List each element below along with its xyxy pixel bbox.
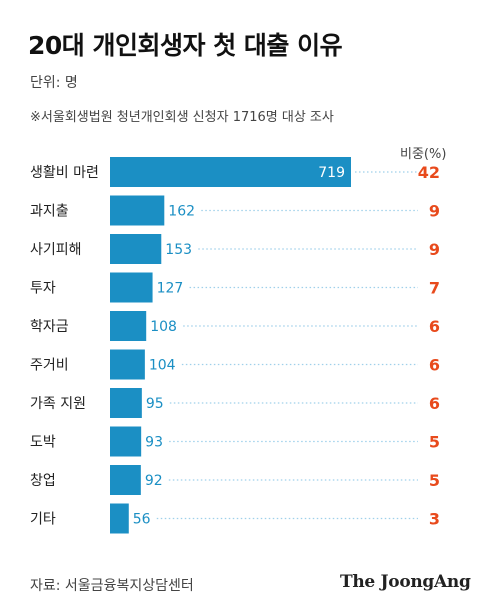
category-label: 기타 [30,512,56,528]
category-label: 도박 [30,435,56,451]
value-label: 127 [157,281,184,297]
value-label: 56 [133,512,151,528]
value-label: 153 [165,242,192,258]
share-label: 6 [429,356,440,375]
value-label: 108 [150,319,177,335]
value-label: 104 [149,358,176,374]
chart-title: 20대 개인회생자 첫 대출 이유 [28,31,343,60]
category-label: 주거비 [30,358,69,374]
share-label: 7 [429,279,440,298]
category-label: 가족 지원 [30,396,86,412]
category-label: 생활비 마련 [30,165,99,181]
bar [110,234,162,264]
value-label: 95 [146,396,164,412]
value-label: 92 [145,473,163,489]
bar [110,388,142,418]
survey-note: ※서울회생법원 청년개인회생 신청자 1716명 대상 조사 [30,110,334,125]
category-label: 창업 [30,473,56,489]
bar [110,311,147,341]
bar [110,157,351,187]
value-label: 162 [168,204,195,220]
share-label: 9 [429,240,440,259]
unit-label: 단위: 명 [30,75,78,91]
share-label: 6 [429,394,440,413]
category-label: 투자 [30,281,56,297]
source-note: 자료: 서울금융복지상담센터 [30,578,194,594]
category-label: 학자금 [30,319,69,335]
category-label: 사기피해 [30,242,82,258]
value-label: 93 [145,435,163,451]
bar [110,272,153,303]
share-label: 42 [418,163,440,182]
bar [110,195,165,226]
share-label: 9 [429,202,440,221]
share-label: 5 [429,433,440,452]
category-label: 과지출 [30,204,69,220]
share-label: 5 [429,471,440,490]
share-column-header: 비중(%) [400,147,447,162]
bar [110,426,142,457]
value-label: 719 [318,165,345,181]
bar [110,465,141,495]
publisher-logo: The JoongAng [340,572,471,592]
bar [110,349,145,380]
share-label: 3 [429,510,440,529]
share-label: 6 [429,317,440,336]
bar [110,503,129,534]
